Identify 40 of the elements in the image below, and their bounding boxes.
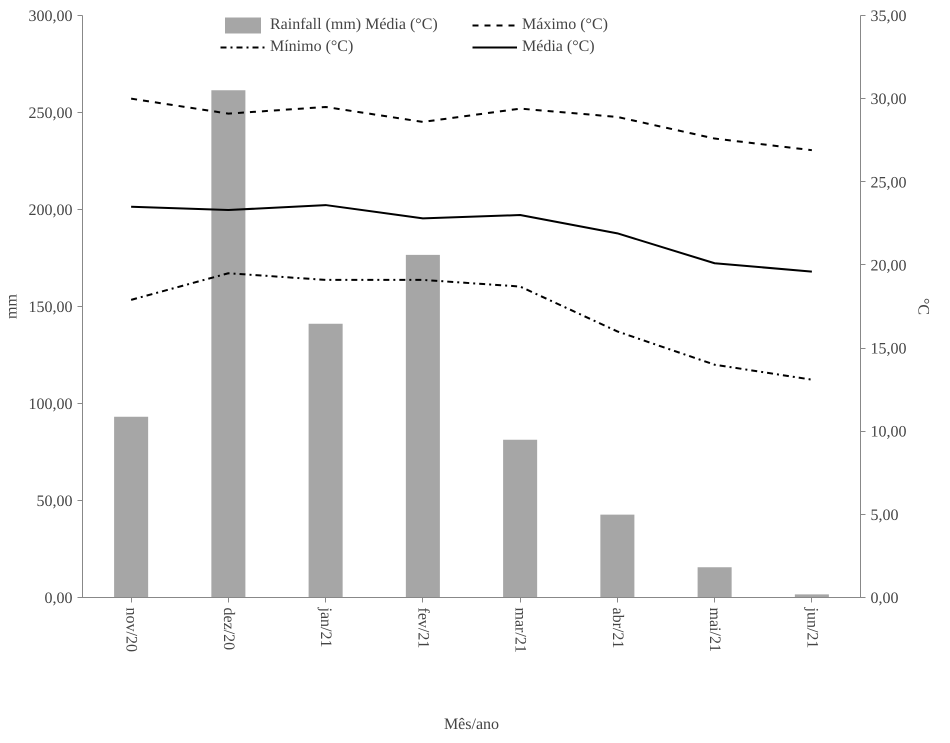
bar [698,567,732,598]
y2-tick-label: 5,00 [870,506,898,524]
y-tick-label: 200,00 [28,202,72,219]
legend-label: Máximo (°C) [522,16,609,34]
y2-tick-label: 10,00 [870,424,906,441]
line-series [130,272,813,381]
x-tick-label: jun/21 [803,606,820,648]
line-series [130,204,813,273]
legend-label: Média (°C) [522,38,596,56]
y2-tick-label: 20,00 [870,257,906,274]
x-tick-label: fev/21 [414,608,432,648]
x-tick-label: dez/20 [220,608,237,650]
y-tick-label: 300,00 [28,8,72,25]
y2-tick-label: 35,00 [870,8,906,25]
x-axis-title: Mês/ano [444,716,500,733]
y2-tick-label: 15,00 [870,340,906,358]
y-tick-label: 250,00 [28,105,72,122]
y-axis-title: mm [4,294,20,319]
legend-label: Mínimo (°C) [270,38,354,56]
x-tick-label: jan/21 [317,606,334,648]
legend-label: Rainfall (mm) Média (°C) [270,16,439,34]
bar [114,416,148,598]
x-tick-label: abr/21 [608,608,626,648]
bar [308,324,343,598]
y2-tick-label: 0,00 [870,590,898,607]
y-tick-label: 0,00 [44,590,72,607]
y-tick-label: 150,00 [28,299,72,316]
x-tick-label: nov/20 [122,608,140,652]
y2-tick-label: 30,00 [870,91,906,108]
bar [503,440,538,598]
bar [211,90,246,598]
bar [600,514,634,598]
y-tick-label: 100,00 [28,396,72,413]
bar [406,254,440,598]
line-series [130,98,813,152]
x-tick-label: mar/21 [512,608,529,653]
y-tick-label: 50,00 [36,493,72,510]
y2-tick-label: 25,00 [870,174,906,192]
x-tick-label: mai/21 [706,608,724,652]
y2-axis-title: °C [914,298,932,316]
